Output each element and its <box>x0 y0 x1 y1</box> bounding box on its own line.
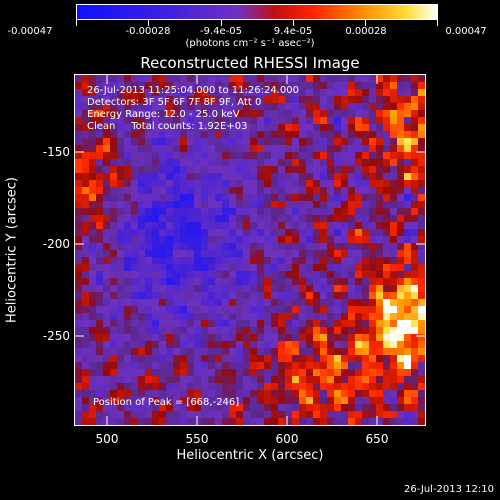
x-tick-label: 600 <box>275 432 299 446</box>
annotation-peak: Position of Peak = [668,-246] <box>93 397 240 408</box>
y-tick-label: -250 <box>42 329 70 343</box>
colorbar-tick-label: 9.4e-05 <box>273 26 313 37</box>
plot-title: Reconstructed RHESSI Image <box>140 54 360 72</box>
y-tick-label: -200 <box>42 237 70 251</box>
x-tick-label: 650 <box>365 432 389 446</box>
image-plot: 26-Jul-2013 11:25:04.000 to 11:26:24.000… <box>74 74 426 426</box>
x-tick-label: 550 <box>185 432 209 446</box>
colorbar-tick-label: -0.00028 <box>125 26 171 37</box>
timestamp: 26-Jul-2013 12:10 <box>403 484 494 495</box>
colorbar-tick-label: 0.00028 <box>345 26 387 37</box>
x-tick-label: 500 <box>95 432 119 446</box>
colorbar-tick-label: -0.00047 <box>7 26 53 37</box>
colorbar <box>76 4 438 20</box>
annotation-time-range: 26-Jul-2013 11:25:04.000 to 11:26:24.000 <box>87 85 299 96</box>
x-axis-label: Heliocentric X (arcsec) <box>176 448 324 463</box>
colorbar-unit: (photons cm⁻² s⁻¹ asec⁻²) <box>185 38 315 49</box>
colorbar-tick-label: -9.4e-05 <box>200 26 242 37</box>
axis-ticks <box>74 74 426 426</box>
heatmap-image <box>75 75 425 425</box>
annotation-energy: Energy Range: 12.0 - 25.0 keV <box>87 109 240 120</box>
annotation-clean: Clean Total counts: 1.92E+03 <box>87 121 248 132</box>
annotation-detectors: Detectors: 3F 5F 6F 7F 8F 9F, Att 0 <box>87 97 262 108</box>
colorbar-tick-label: 0.00047 <box>445 26 487 37</box>
colorbar-ticks <box>76 20 438 26</box>
y-tick-label: -150 <box>42 145 70 159</box>
y-axis-label: Heliocentric Y (arcsec) <box>4 177 20 323</box>
